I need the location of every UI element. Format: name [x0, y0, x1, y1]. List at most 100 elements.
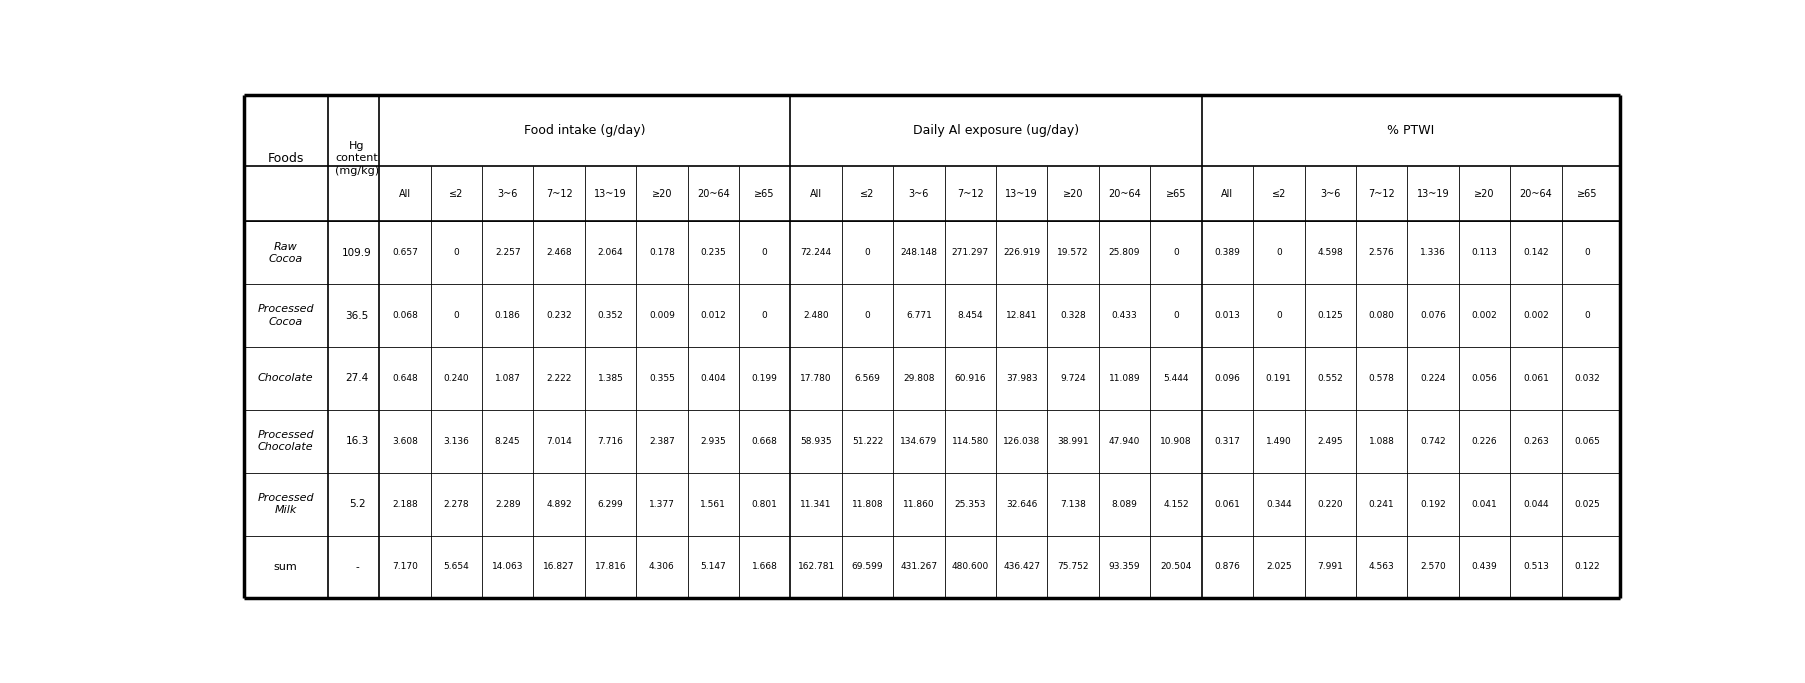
Text: 16.827: 16.827 — [543, 563, 574, 572]
Text: 0.352: 0.352 — [597, 311, 623, 320]
Text: 0.009: 0.009 — [650, 311, 675, 320]
Text: 0.013: 0.013 — [1215, 311, 1240, 320]
Text: 3~6: 3~6 — [498, 189, 518, 199]
Text: 13~19: 13~19 — [1005, 189, 1038, 199]
Text: 0.668: 0.668 — [751, 437, 778, 446]
Text: 0.068: 0.068 — [392, 311, 417, 320]
Text: 2.468: 2.468 — [547, 248, 572, 257]
Text: 2.278: 2.278 — [444, 500, 469, 509]
Text: 0.142: 0.142 — [1523, 248, 1549, 257]
Text: 1.336: 1.336 — [1421, 248, 1446, 257]
Text: 0.192: 0.192 — [1421, 500, 1446, 509]
Text: Foods: Foods — [267, 152, 303, 165]
Text: Processed
Milk: Processed Milk — [258, 493, 314, 516]
Text: 1.490: 1.490 — [1265, 437, 1292, 446]
Text: 248.148: 248.148 — [901, 248, 937, 257]
Text: 5.444: 5.444 — [1162, 374, 1189, 383]
Text: 126.038: 126.038 — [1004, 437, 1040, 446]
Text: 1.088: 1.088 — [1368, 437, 1395, 446]
Text: 7.991: 7.991 — [1318, 563, 1343, 572]
Text: 0: 0 — [762, 311, 767, 320]
Text: 0.113: 0.113 — [1471, 248, 1498, 257]
Text: 0.648: 0.648 — [392, 374, 417, 383]
Text: 0: 0 — [1276, 311, 1282, 320]
Text: 0.657: 0.657 — [392, 248, 417, 257]
Text: 0.056: 0.056 — [1471, 374, 1498, 383]
Text: Processed
Chocolate: Processed Chocolate — [258, 430, 314, 453]
Text: 1.377: 1.377 — [650, 500, 675, 509]
Text: 0.232: 0.232 — [547, 311, 572, 320]
Text: 2.025: 2.025 — [1265, 563, 1292, 572]
Text: 51.222: 51.222 — [852, 437, 883, 446]
Text: ≥20: ≥20 — [1063, 189, 1083, 199]
Text: 11.089: 11.089 — [1108, 374, 1141, 383]
Text: 271.297: 271.297 — [951, 248, 989, 257]
Text: 8.089: 8.089 — [1112, 500, 1137, 509]
Text: 0.513: 0.513 — [1523, 563, 1549, 572]
Text: 114.580: 114.580 — [951, 437, 989, 446]
Text: 32.646: 32.646 — [1005, 500, 1038, 509]
Text: 20~64: 20~64 — [1520, 189, 1552, 199]
Text: 4.306: 4.306 — [650, 563, 675, 572]
Text: 93.359: 93.359 — [1108, 563, 1141, 572]
Text: 1.087: 1.087 — [495, 374, 520, 383]
Text: 0.125: 0.125 — [1318, 311, 1343, 320]
Text: 75.752: 75.752 — [1058, 563, 1088, 572]
Text: 0: 0 — [865, 311, 870, 320]
Text: 72.244: 72.244 — [801, 248, 832, 257]
Text: 0.178: 0.178 — [650, 248, 675, 257]
Text: 0.220: 0.220 — [1318, 500, 1343, 509]
Text: ≥65: ≥65 — [1166, 189, 1186, 199]
Text: 2.576: 2.576 — [1368, 248, 1395, 257]
Text: 19.572: 19.572 — [1058, 248, 1088, 257]
Text: 7.716: 7.716 — [597, 437, 623, 446]
Text: 17.780: 17.780 — [800, 374, 832, 383]
Text: ≥20: ≥20 — [1475, 189, 1495, 199]
Text: 20.504: 20.504 — [1161, 563, 1191, 572]
Text: 0.404: 0.404 — [700, 374, 726, 383]
Text: 0.224: 0.224 — [1421, 374, 1446, 383]
Text: 2.064: 2.064 — [597, 248, 623, 257]
Text: Daily Al exposure (ug/day): Daily Al exposure (ug/day) — [913, 124, 1079, 137]
Text: 0.439: 0.439 — [1471, 563, 1498, 572]
Text: 0.012: 0.012 — [700, 311, 726, 320]
Text: 0.389: 0.389 — [1215, 248, 1240, 257]
Text: 13~19: 13~19 — [594, 189, 626, 199]
Text: 2.257: 2.257 — [495, 248, 520, 257]
Text: 2.935: 2.935 — [700, 437, 726, 446]
Text: 6.771: 6.771 — [906, 311, 931, 320]
Text: 4.152: 4.152 — [1162, 500, 1189, 509]
Text: -: - — [356, 562, 359, 572]
Text: 0.241: 0.241 — [1368, 500, 1395, 509]
Text: 1.668: 1.668 — [751, 563, 778, 572]
Text: 2.570: 2.570 — [1421, 563, 1446, 572]
Text: 8.245: 8.245 — [495, 437, 520, 446]
Text: 3.136: 3.136 — [444, 437, 469, 446]
Text: 0.344: 0.344 — [1265, 500, 1292, 509]
Text: 0.191: 0.191 — [1265, 374, 1292, 383]
Text: 29.808: 29.808 — [902, 374, 935, 383]
Text: ≥65: ≥65 — [1578, 189, 1597, 199]
Text: 37.983: 37.983 — [1005, 374, 1038, 383]
Text: 3.608: 3.608 — [392, 437, 417, 446]
Text: 0: 0 — [1173, 248, 1179, 257]
Text: 480.600: 480.600 — [951, 563, 989, 572]
Text: 0.002: 0.002 — [1471, 311, 1498, 320]
Text: 36.5: 36.5 — [345, 311, 368, 320]
Text: 0.355: 0.355 — [650, 374, 675, 383]
Text: 0.041: 0.041 — [1471, 500, 1498, 509]
Text: 4.598: 4.598 — [1318, 248, 1343, 257]
Text: 2.289: 2.289 — [495, 500, 520, 509]
Text: 10.908: 10.908 — [1161, 437, 1191, 446]
Text: 0: 0 — [762, 248, 767, 257]
Text: 0.317: 0.317 — [1215, 437, 1240, 446]
Text: 1.385: 1.385 — [597, 374, 623, 383]
Text: 58.935: 58.935 — [800, 437, 832, 446]
Text: 2.480: 2.480 — [803, 311, 828, 320]
Text: 7.014: 7.014 — [547, 437, 572, 446]
Text: ≤2: ≤2 — [449, 189, 464, 199]
Text: 0.199: 0.199 — [751, 374, 778, 383]
Text: 0.061: 0.061 — [1215, 500, 1240, 509]
Text: 0.122: 0.122 — [1574, 563, 1599, 572]
Text: 0.328: 0.328 — [1060, 311, 1087, 320]
